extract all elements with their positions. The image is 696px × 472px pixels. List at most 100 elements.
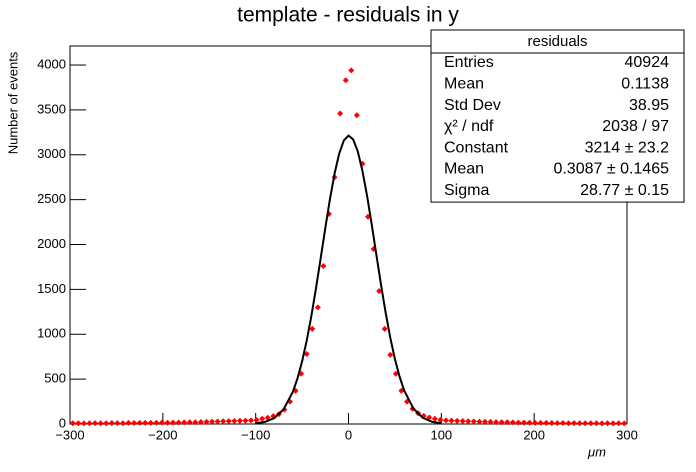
- data-point: [559, 420, 566, 427]
- data-point: [320, 263, 327, 270]
- data-point: [69, 420, 76, 427]
- y-axis-label: Number of events: [5, 51, 20, 154]
- data-point: [431, 415, 438, 422]
- data-point: [353, 112, 360, 119]
- data-point: [515, 419, 522, 426]
- stats-value: 38.95: [629, 97, 669, 114]
- stats-value: 0.1138: [621, 76, 669, 93]
- stats-label: Mean: [444, 161, 484, 178]
- data-point: [526, 419, 533, 426]
- data-point: [481, 418, 488, 425]
- y-tick-label: 500: [44, 371, 66, 386]
- x-tick-label: −100: [241, 427, 270, 442]
- stats-label: Mean: [444, 76, 484, 93]
- data-point: [303, 351, 310, 357]
- y-tick-label: 2000: [37, 236, 66, 251]
- data-point: [248, 417, 255, 424]
- y-tick-label: 3500: [37, 101, 66, 116]
- chart-title: template - residuals in y: [237, 4, 459, 27]
- data-point: [86, 420, 93, 427]
- data-point: [337, 110, 344, 117]
- x-tick-label: −300: [55, 427, 84, 442]
- data-point: [376, 288, 383, 295]
- data-point: [504, 419, 511, 426]
- data-point: [220, 418, 227, 425]
- data-point: [242, 417, 249, 424]
- y-tick-label: 2500: [37, 191, 66, 206]
- data-point: [236, 417, 243, 424]
- data-point: [314, 304, 321, 311]
- data-point: [437, 416, 444, 423]
- data-point: [470, 418, 477, 425]
- data-point: [392, 370, 399, 377]
- data-point: [153, 419, 160, 426]
- data-point: [454, 417, 461, 424]
- stats-label: Std Dev: [444, 97, 501, 114]
- data-point: [75, 420, 82, 427]
- data-point: [610, 420, 617, 427]
- stats-value: 0.3087 ± 0.1465: [553, 161, 669, 178]
- data-point: [476, 418, 483, 425]
- x-tick-label: 200: [523, 427, 545, 442]
- data-point: [197, 419, 204, 426]
- x-tick-label: 100: [430, 427, 452, 442]
- stats-value: 28.77 ± 0.15: [580, 182, 669, 199]
- data-point: [459, 418, 466, 425]
- data-point: [225, 418, 232, 425]
- y-tick-label: 3000: [37, 146, 66, 161]
- stats-box: [430, 29, 685, 203]
- data-point: [131, 420, 138, 427]
- data-point: [582, 420, 589, 427]
- data-point: [253, 416, 260, 423]
- data-point: [97, 420, 104, 427]
- data-point: [142, 419, 149, 426]
- data-point: [108, 420, 115, 427]
- stats-label: Constant: [444, 139, 509, 156]
- data-point: [493, 419, 500, 426]
- data-point: [259, 415, 266, 422]
- data-point: [92, 420, 99, 427]
- data-point: [158, 419, 165, 426]
- data-point: [181, 419, 188, 426]
- data-point: [119, 420, 126, 427]
- x-tick-label: 0: [345, 427, 352, 442]
- data-point: [487, 418, 494, 425]
- data-point: [532, 419, 539, 426]
- data-point: [498, 419, 505, 426]
- data-point: [147, 419, 154, 426]
- data-point: [80, 420, 87, 427]
- data-point: [509, 419, 516, 426]
- data-point: [209, 418, 216, 425]
- y-tick-label: 0: [59, 415, 66, 430]
- stats-label: Entries: [444, 54, 494, 71]
- data-point: [192, 419, 199, 426]
- stats-label: χ² / ndf: [444, 118, 494, 135]
- stats-value: 2038 / 97: [602, 118, 669, 135]
- stats-value: 3214 ± 23.2: [585, 139, 670, 156]
- y-tick-label: 4000: [37, 56, 66, 71]
- x-tick-label: 300: [616, 427, 638, 442]
- stats-value: 40924: [625, 54, 670, 71]
- data-point: [565, 420, 572, 427]
- data-point: [604, 420, 611, 427]
- data-point: [465, 418, 472, 425]
- data-point: [170, 419, 177, 426]
- fit-line: [255, 134, 442, 425]
- data-point: [587, 420, 594, 427]
- data-point: [103, 420, 110, 427]
- data-point: [448, 417, 455, 424]
- data-point: [164, 419, 171, 426]
- data-point: [186, 419, 193, 426]
- data-point: [381, 325, 388, 332]
- data-point: [598, 420, 605, 427]
- data-point: [348, 67, 355, 74]
- data-point: [615, 420, 622, 427]
- data-point: [309, 325, 316, 332]
- y-tick-label: 1000: [37, 326, 66, 341]
- data-point: [543, 419, 550, 426]
- data-point: [593, 420, 600, 427]
- data-point: [342, 77, 349, 84]
- data-point: [136, 419, 143, 426]
- data-point: [387, 351, 394, 358]
